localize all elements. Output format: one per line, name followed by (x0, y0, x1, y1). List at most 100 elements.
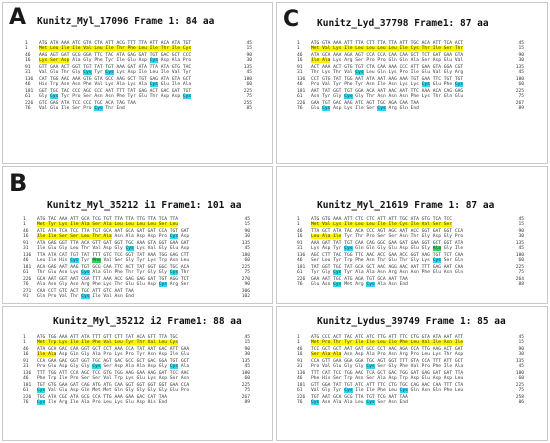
sequence-text: Cys Ile Arg Ile Ala Pro Leu Lys Glu Asp … (37, 400, 240, 406)
row-end-number: 15 (244, 222, 250, 228)
panel-myl-35212-i2: Kunitz_Myl_35212 i2 Frame1: 88 aa 1 ATG T… (2, 306, 273, 441)
sequence-text: CAT TGG AAC AAA GTG GTA GCC AAG GCT TGT … (39, 77, 242, 82)
sequence-segment: Ile Val Asn End (89, 294, 134, 300)
panel-myl-21619: Kunitz_Myl_21619 Frame 1: 87 aa 1 ATG GTG… (276, 166, 548, 304)
row-end-number: 102 (241, 294, 250, 300)
nucleotide-row: 136 TTA ATA CAT TGT TAT TTT GTC TCC GGT T… (23, 253, 250, 258)
row-start-number: 46 (297, 346, 303, 352)
highlighted-residue: Cys (454, 82, 464, 88)
amino-acid-row: 46 Pro Val Tyr Phe Tyr Asn Ile Asn Lys Ly… (297, 82, 524, 88)
highlighted-residue: Cys (322, 106, 331, 112)
highlighted-residue: Met Val Lys Ile Leu Leu Leu Leu Ile Cys … (311, 46, 464, 52)
sequence-segment: TTA ATA CAT TGT TAT TTT GTC TCC GGT TAT … (37, 252, 190, 258)
nucleotide-row: 181 GGT TGC TAC CCC AGC CCC AAT TTT TAT G… (25, 89, 252, 94)
row-start-number: 16 (23, 352, 29, 358)
row-start-number: 76 (297, 400, 303, 406)
sequence-text: ATA GCA GAC CAA GGT GCT CCT AAA CCA TAT … (37, 347, 240, 352)
sequence-text: TTA GCT ATA TAC ACA CCC AGT AGC AAT ACC … (311, 229, 514, 234)
sequence-segment: CCT GTG TAT TGG AAT ATA AAT AAG AAA TGT … (311, 76, 464, 82)
sequence-segment: Ser Asn End (374, 400, 408, 406)
sequence-text: AAT TAT GGT TGT GGA ACA AAT AAC AAT TTC … (311, 89, 514, 94)
sequence-segment: Asp Ala Pro (157, 58, 192, 64)
nucleotide-row: 46 ATA GCA GAC CAA GGT GCT CCT AAA CCA TA… (23, 347, 250, 352)
sequence-segment: AAG AGT GAT GCG GGA TTC TAC ATA GAG GAT … (39, 52, 192, 58)
nucleotide-row: 136 TTT TGG ATT CCA AGC TCC GTG TGG AAG G… (23, 371, 250, 376)
nucleotide-row: 91 CCA GAA GAC GGT GGT TGC AGT GAC GCC GC… (23, 359, 250, 364)
highlighted-residue: Cys (149, 82, 158, 88)
sequence-segment: Thr End (102, 106, 125, 112)
row-start-number: 1 (297, 340, 300, 346)
row-start-number: 1 (297, 41, 300, 46)
row-start-number: 31 (297, 364, 303, 370)
sequence-text: Ile Ala Asp Gln Gly Ala Pro Lys Pro Tyr … (37, 352, 240, 358)
sequence-segment: Lys Asp Ile Leu Ile Val Tyr (113, 70, 192, 76)
row-end-number: 45 (244, 364, 250, 370)
sequence-text: Ser Leu Tyr Trp Phe Asn Thr Glu Thr Gly … (311, 258, 514, 264)
amino-acid-row: 1 Met Val Lys Ile Leu Leu Ile Ile Cys Ile… (297, 222, 524, 228)
sequence-segment: Lys Val Gly Glu Asp (133, 246, 190, 252)
row-start-number: 91 (23, 240, 29, 246)
sequence-text: Ala Asn Gly Asn Arg Phe Lys Thr Glu Glu … (37, 282, 240, 288)
highlighted-residue: Phe (92, 258, 101, 264)
row-end-number: 88 (518, 282, 524, 288)
sequence-text: GAA TGT GAC AAG ATC AGT TGC AGA CAA TAA (311, 101, 514, 106)
row-end-number: 15 (518, 222, 524, 228)
row-start-number: 91 (297, 64, 303, 70)
amino-acid-row: 61 Tyr Gly Cys Tyr Ala Ala Asn Arg Asn As… (297, 270, 524, 276)
sequence-segment: Pro Glu Asp Gly Gly (37, 364, 93, 370)
sequence-text: GTT GAA ACT GGT TGT TAT TGT AAA GAT ATA … (39, 65, 242, 70)
sequence-segment: ATA GAG GGT TTA ACA GTT GAT GGT TGC AAA … (37, 240, 190, 246)
row-end-number: 60 (244, 376, 250, 382)
amino-acid-row: 61 Cys Val Glu Asp Gln Met Met Gln Gly Gl… (23, 388, 250, 394)
row-start-number: 46 (297, 258, 303, 264)
highlighted-residue: Cys (366, 400, 375, 406)
row-start-number: 1 (297, 46, 300, 52)
sequence-segment: ATG GTG AAA ATT CTC CTC ATT ATT TGC ATA … (311, 217, 453, 222)
row-start-number: 76 (23, 282, 29, 288)
sequence-text: ATA GAG GGT TTA ACA GTT GAT GGT TGC AAA … (37, 241, 240, 246)
row-start-number: 181 (25, 88, 34, 94)
row-start-number: 46 (297, 376, 303, 382)
sequence-text: Ile Ala Lys Arg Ser Pro Pro Gln Gln Ala … (311, 58, 514, 64)
sequence-text: AAA GAT TAT TGT CAA CAG GGC GAA GAT GAA … (311, 241, 514, 246)
sequence-text: ATG TGG AAA ATT ATA TTT GTT CTT TAT ACA … (37, 335, 240, 340)
row-end-number: 75 (244, 388, 250, 394)
row-start-number: 31 (25, 70, 31, 76)
row-start-number: 136 (297, 252, 306, 258)
row-end-number: 30 (518, 58, 524, 64)
sequence-segment: Glu Phe (429, 82, 455, 88)
row-end-number: 75 (518, 388, 524, 394)
nucleotide-row: 46 ATC ATA TCA TCC TTA TGT GCA AAT GCA GA… (23, 229, 250, 234)
row-start-number: 136 (297, 76, 306, 82)
row-start-number: 91 (23, 294, 29, 300)
sequence-text: ATA GCA AAA AGA AGT CCA CCA CAA CAA GCT … (311, 53, 514, 58)
sequence-segment: Glu Asn (311, 282, 334, 288)
sequence-segment: Thr Lys Thr Val (311, 70, 356, 76)
sequence-text: TCC GCT GCT AAT GAT GCC CCT AAC AGA CCA … (311, 347, 514, 352)
row-start-number: 91 (297, 358, 303, 364)
row-end-number: 264 (515, 276, 524, 282)
highlighted-residue: Cys (169, 234, 179, 240)
row-start-number: 136 (23, 370, 32, 376)
sequence-segment: GTC GAG ATA TCC CCC TGC ACA TAG TAA (39, 100, 136, 106)
row-start-number: 91 (23, 358, 29, 364)
sequence-segment: Ala Asn End (374, 282, 408, 288)
row-end-number: 135 (515, 64, 524, 70)
row-start-number: 1 (297, 222, 300, 228)
sequence-segment: Met Arg (341, 282, 367, 288)
row-start-number: 46 (23, 228, 29, 234)
sequence-text: Cys Asn Ala Ala Leu Cys Ser Asn End (311, 400, 514, 406)
row-start-number: 31 (297, 70, 303, 76)
row-end-number: 270 (241, 276, 250, 282)
amino-acid-row: 76 Cys Asn Ala Ala Leu Cys Ser Asn End 86 (297, 400, 524, 406)
sequence-block: 1 ATG GTG AAA ATT CTC CTC ATT ATT TGC ATA… (297, 217, 524, 288)
row-end-number: 180 (515, 370, 524, 376)
amino-acid-row: 16 Ile Ala Asp Gln Gly Ala Pro Lys Pro Ty… (23, 352, 250, 358)
amino-acid-row: 31 Thr Lys Thr Val Cys Leu Gln Lys Pro Il… (297, 70, 524, 76)
sequence-text: CCA GTT GAA GGA GGA TGC AGT GGT TTT GTA … (311, 359, 514, 364)
row-start-number: 91 (297, 240, 303, 246)
sequence-segment: Ile Ile Phe Leu (352, 388, 400, 394)
row-end-number: 45 (246, 41, 252, 46)
highlighted-residue: Cys (311, 400, 320, 406)
row-start-number: 46 (23, 258, 29, 264)
